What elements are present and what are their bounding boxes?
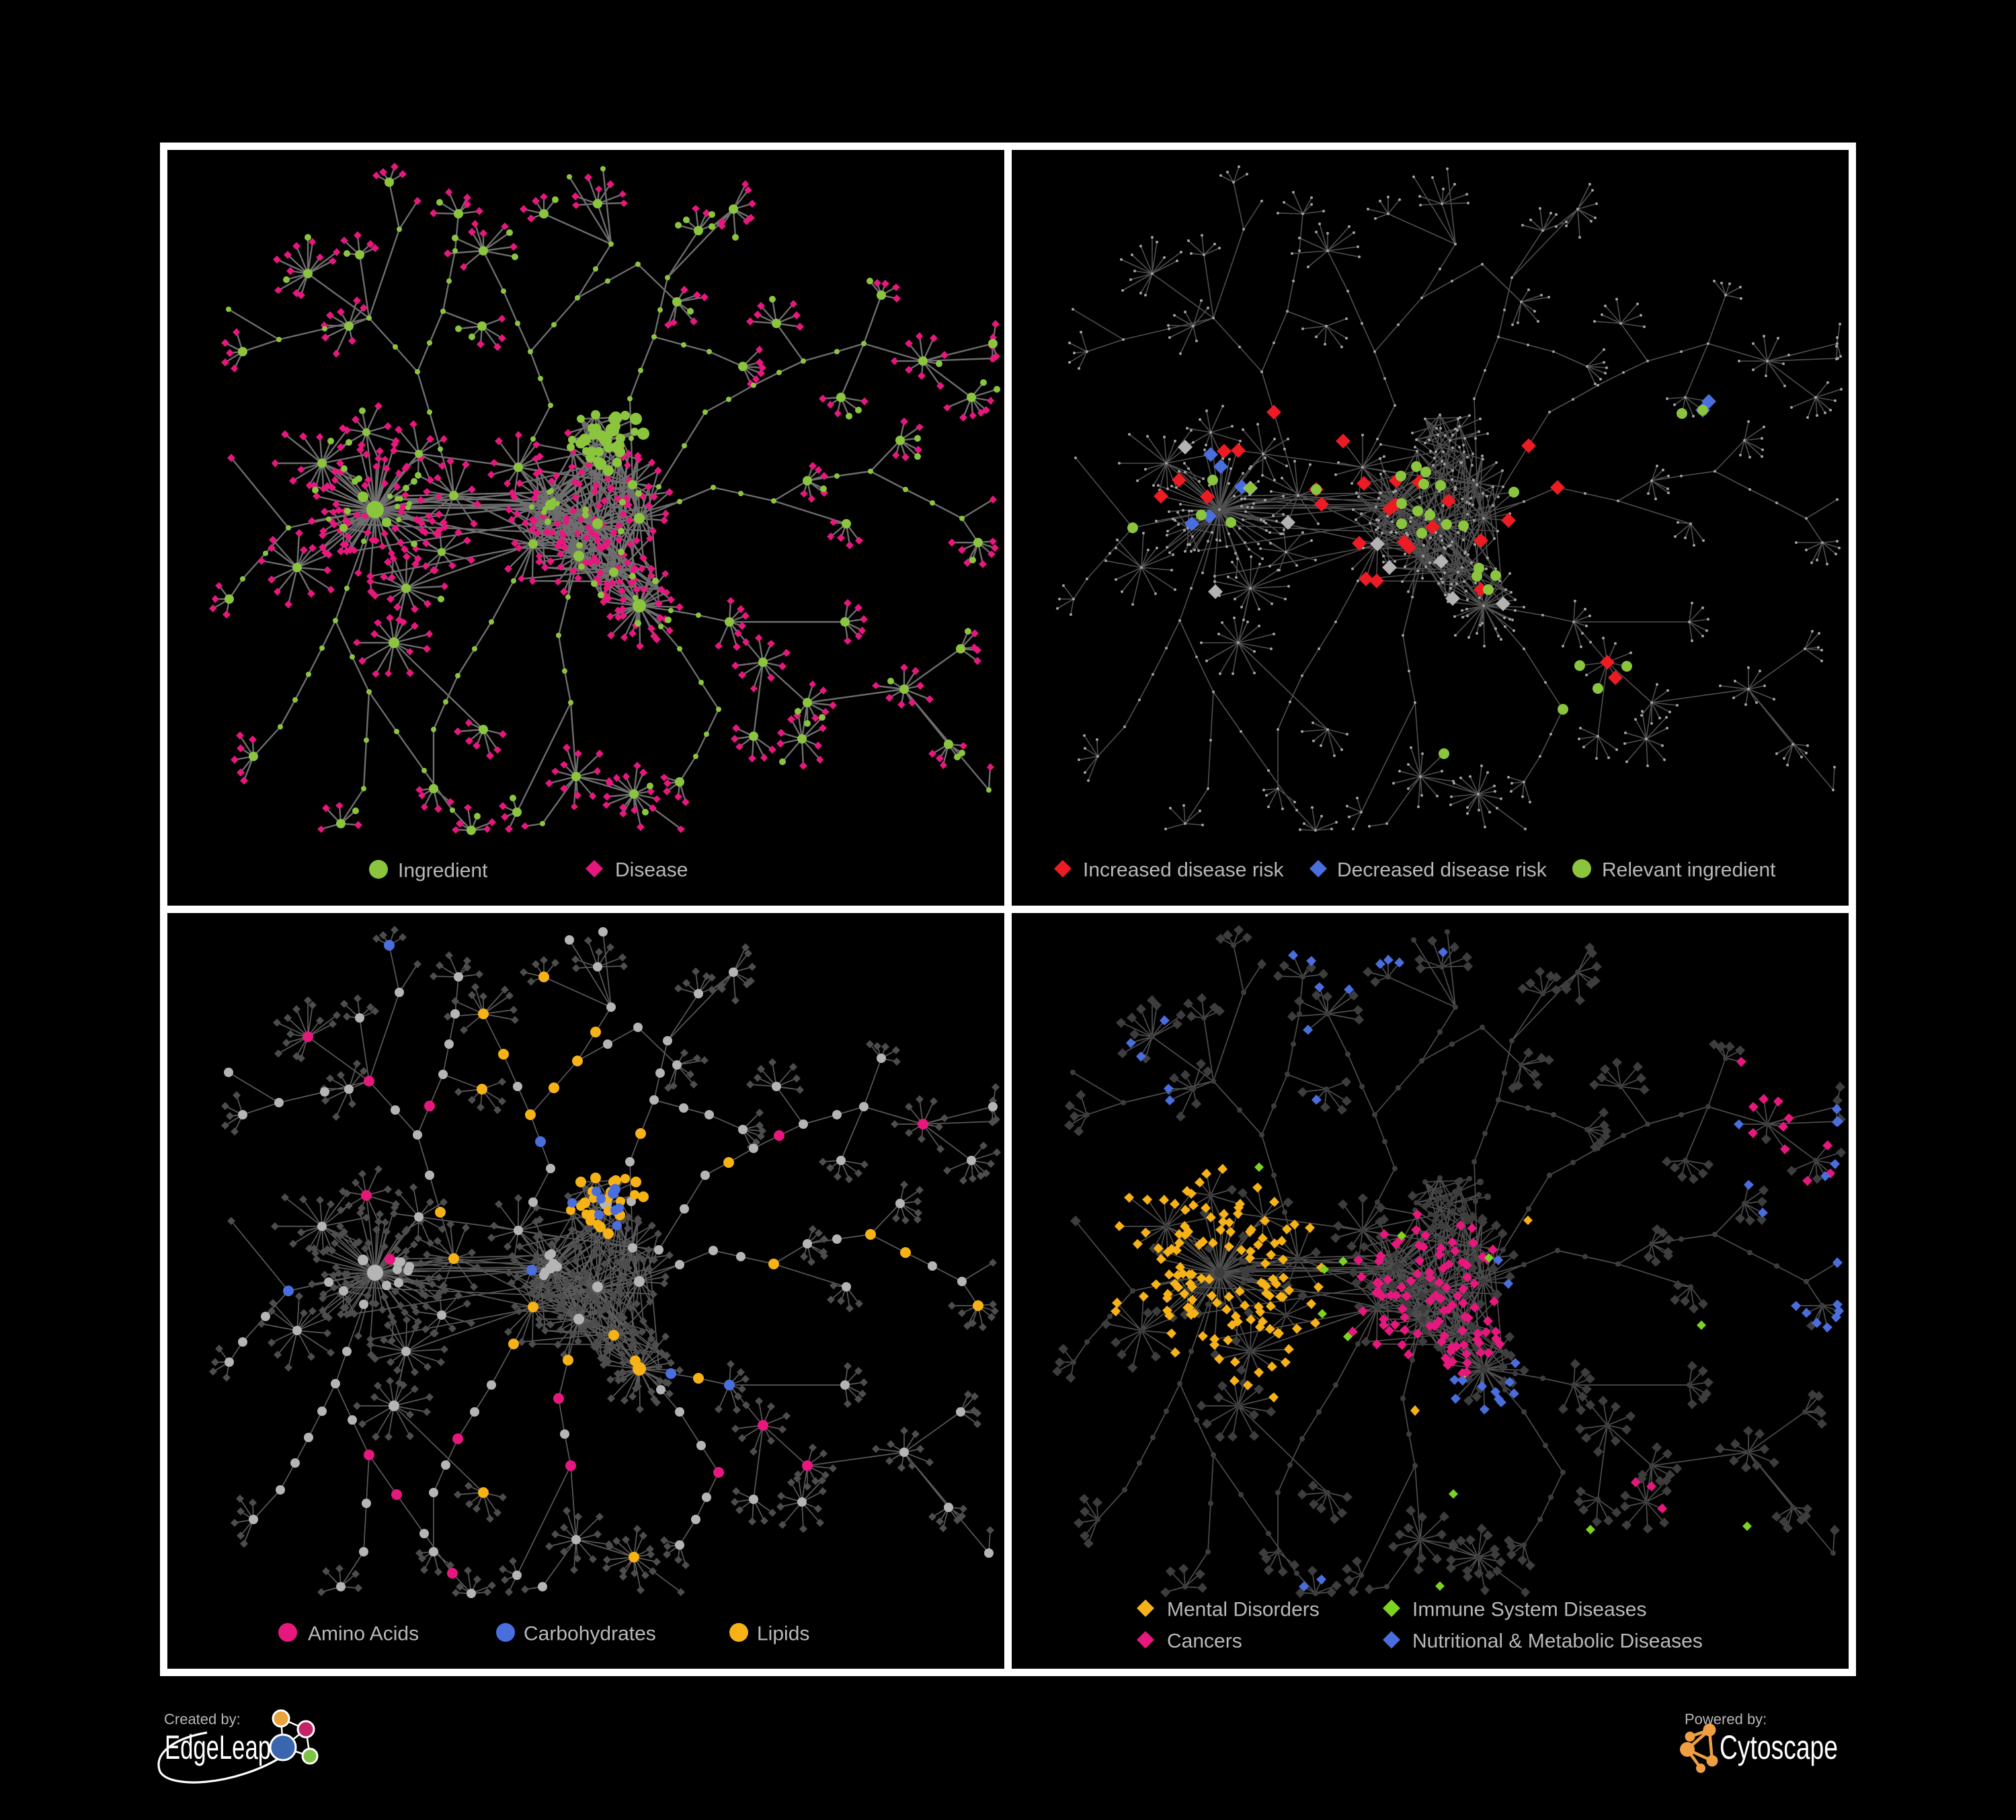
- svg-text:Cytoscape: Cytoscape: [1720, 1729, 1838, 1766]
- svg-text:EdgeLeap: EdgeLeap: [165, 1729, 271, 1766]
- svg-text:Powered by:: Powered by:: [1685, 1711, 1767, 1728]
- svg-text:Created by:: Created by:: [164, 1711, 241, 1728]
- svg-text:Lipids: Lipids: [757, 1623, 809, 1645]
- svg-text:Increased disease risk: Increased disease risk: [1083, 859, 1284, 881]
- svg-text:Nutritional & Metabolic Diseas: Nutritional & Metabolic Diseases: [1412, 1630, 1703, 1653]
- svg-text:Disease: Disease: [615, 859, 688, 881]
- svg-text:Amino Acids: Amino Acids: [308, 1623, 419, 1645]
- svg-text:Carbohydrates: Carbohydrates: [524, 1623, 656, 1645]
- svg-text:Cancers: Cancers: [1167, 1630, 1242, 1653]
- svg-text:Decreased disease risk: Decreased disease risk: [1337, 859, 1547, 881]
- svg-text:Immune System Diseases: Immune System Diseases: [1412, 1599, 1646, 1621]
- svg-text:Mental Disorders: Mental Disorders: [1167, 1599, 1320, 1621]
- svg-text:Relevant ingredient: Relevant ingredient: [1602, 859, 1776, 881]
- svg-text:Ingredient: Ingredient: [398, 860, 488, 882]
